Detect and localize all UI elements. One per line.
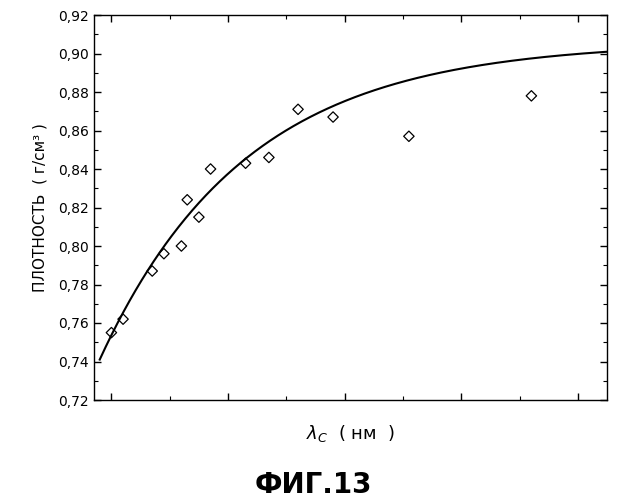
Point — [182, 196, 192, 204]
Point — [106, 328, 116, 336]
Point — [147, 267, 157, 275]
Point — [404, 132, 414, 140]
Point — [159, 250, 169, 258]
Text: ФИГ.13: ФИГ.13 — [254, 471, 372, 499]
Y-axis label: ПЛОТНОСТЬ  ( г/см³ ): ПЛОТНОСТЬ ( г/см³ ) — [32, 123, 47, 292]
Point — [118, 315, 128, 323]
Point — [293, 106, 303, 114]
Point — [194, 213, 204, 221]
Point — [205, 165, 215, 173]
Point — [328, 113, 338, 121]
Point — [177, 242, 187, 250]
Point — [240, 159, 250, 167]
Text: $\lambda_C$  ( нм  ): $\lambda_C$ ( нм ) — [306, 423, 395, 444]
Point — [264, 154, 274, 162]
Point — [526, 92, 536, 100]
